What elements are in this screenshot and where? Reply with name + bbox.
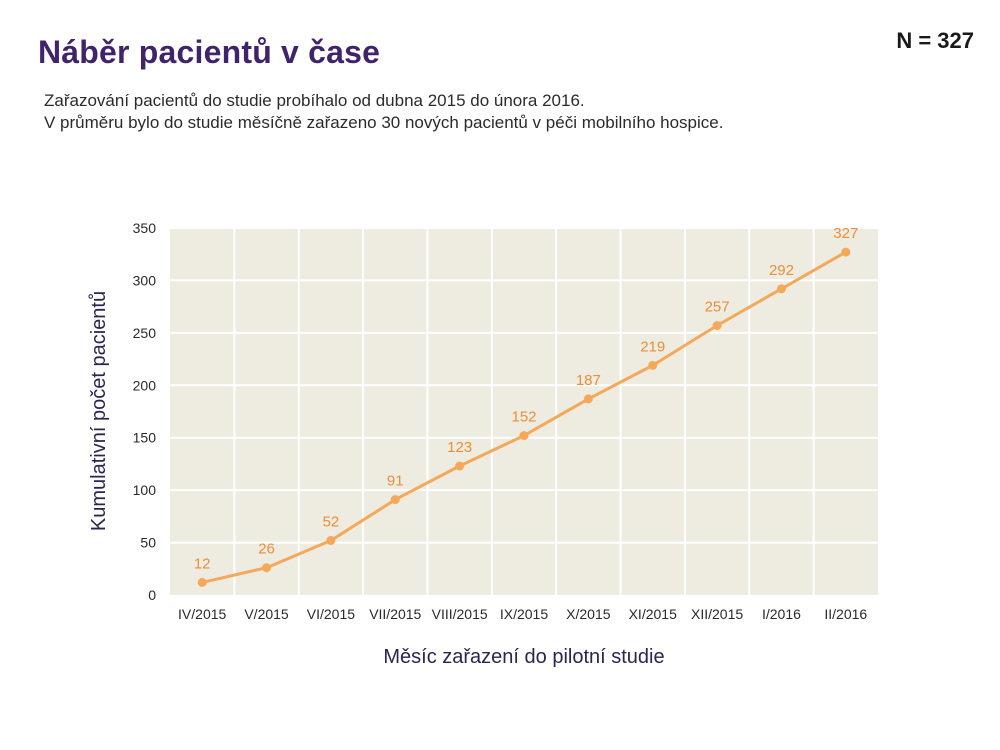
data-label: 292 — [769, 262, 794, 279]
x-tick-label: VI/2015 — [307, 606, 355, 622]
data-point — [776, 284, 786, 294]
data-point — [648, 360, 658, 370]
x-tick-label: XII/2015 — [691, 606, 743, 622]
y-tick-label: 250 — [133, 325, 157, 341]
x-tick-label: I/2016 — [762, 606, 801, 622]
x-axis-ticks: IV/2015 V/2015 VI/2015 VII/2015 VIII/2015 IX/… — [178, 606, 867, 622]
data-label: 12 — [194, 555, 211, 572]
data-points — [197, 247, 851, 587]
subtitle: Zařazování pacientů do studie probíhalo … — [44, 90, 723, 134]
y-tick-label: 100 — [133, 482, 157, 498]
plot-background — [170, 228, 878, 595]
y-tick-label: 50 — [140, 535, 156, 551]
y-tick-label: 350 — [133, 220, 157, 236]
data-label: 327 — [833, 225, 858, 242]
y-tick-label: 150 — [133, 430, 157, 446]
data-point — [262, 563, 272, 573]
x-tick-label: IV/2015 — [178, 606, 226, 622]
data-label: 152 — [511, 409, 536, 426]
x-tick-label: VIII/2015 — [432, 606, 488, 622]
data-label: 219 — [640, 338, 665, 355]
x-tick-label: II/2016 — [824, 606, 867, 622]
x-axis-title: Měsíc zařazení do pilotní studie — [383, 646, 664, 668]
x-tick-label: IX/2015 — [500, 606, 548, 622]
y-tick-label: 0 — [148, 587, 156, 603]
x-tick-label: XI/2015 — [629, 606, 677, 622]
data-label: 187 — [576, 372, 601, 389]
data-label: 52 — [323, 513, 340, 530]
data-label: 257 — [705, 299, 730, 316]
y-tick-label: 300 — [133, 272, 157, 288]
data-label: 123 — [447, 439, 472, 456]
data-point — [712, 321, 722, 331]
y-axis-ticks: 0 50 100 150 200 250 300 350 — [133, 220, 157, 603]
x-tick-label: VII/2015 — [369, 606, 421, 622]
grid-lines — [170, 227, 878, 595]
x-tick-label: X/2015 — [566, 606, 611, 622]
data-point — [455, 461, 465, 471]
x-tick-label: V/2015 — [244, 606, 289, 622]
sample-size-label: N = 327 — [896, 28, 974, 53]
subtitle-line-2: V průměru bylo do studie měsíčně zařazen… — [44, 113, 724, 132]
data-point — [326, 535, 336, 545]
data-point — [519, 431, 529, 441]
y-axis-title: Kumulativní počet pacientů — [88, 291, 110, 531]
data-point — [841, 247, 851, 257]
data-point — [583, 394, 593, 404]
subtitle-line-1: Zařazování pacientů do studie probíhalo … — [44, 91, 585, 110]
data-label: 26 — [258, 541, 275, 558]
data-point — [197, 577, 207, 587]
y-tick-label: 200 — [133, 377, 157, 393]
data-labels: 12 26 52 91 123 152 187 219 257 292 327 — [194, 225, 858, 572]
data-label: 91 — [387, 473, 404, 490]
data-point — [390, 495, 400, 505]
page-title: Náběr pacientů v čase — [38, 34, 381, 70]
